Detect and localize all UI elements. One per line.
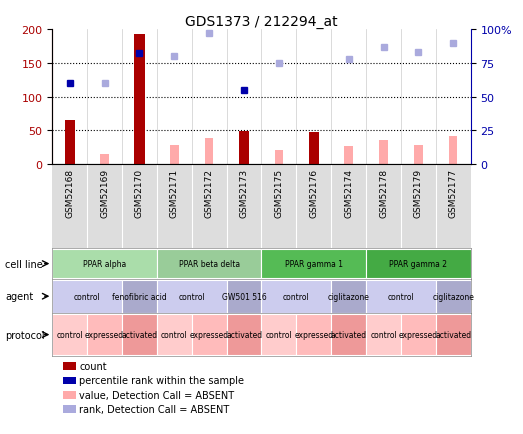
Bar: [275, 151, 283, 164]
Text: GSM52177: GSM52177: [449, 169, 458, 217]
FancyBboxPatch shape: [52, 249, 157, 279]
Text: PPAR beta delta: PPAR beta delta: [179, 260, 240, 269]
Text: control: control: [266, 330, 292, 339]
FancyBboxPatch shape: [226, 280, 262, 313]
FancyBboxPatch shape: [52, 315, 87, 355]
Text: expressed: expressed: [85, 330, 124, 339]
Text: cell line: cell line: [5, 259, 43, 269]
FancyBboxPatch shape: [366, 249, 471, 279]
Text: expressed: expressed: [399, 330, 438, 339]
FancyBboxPatch shape: [157, 280, 226, 313]
Bar: [345, 146, 353, 164]
Text: activated: activated: [121, 330, 157, 339]
Text: ciglitazone: ciglitazone: [328, 292, 370, 301]
Text: GSM52176: GSM52176: [309, 169, 319, 217]
Text: control: control: [178, 292, 205, 301]
Text: rank, Detection Call = ABSENT: rank, Detection Call = ABSENT: [79, 404, 230, 414]
Bar: [205, 139, 213, 164]
Text: GSM52168: GSM52168: [65, 169, 74, 217]
Bar: [414, 146, 423, 164]
Bar: [134, 35, 145, 164]
FancyBboxPatch shape: [262, 280, 331, 313]
Title: GDS1373 / 212294_at: GDS1373 / 212294_at: [185, 15, 338, 30]
FancyBboxPatch shape: [366, 280, 436, 313]
FancyBboxPatch shape: [122, 280, 157, 313]
Text: activated: activated: [435, 330, 471, 339]
Text: GSM52178: GSM52178: [379, 169, 388, 217]
Text: PPAR gamma 1: PPAR gamma 1: [285, 260, 343, 269]
Text: control: control: [161, 330, 188, 339]
FancyBboxPatch shape: [331, 280, 366, 313]
Text: value, Detection Call = ABSENT: value, Detection Call = ABSENT: [79, 390, 235, 400]
FancyBboxPatch shape: [262, 315, 297, 355]
Bar: [170, 146, 178, 164]
FancyBboxPatch shape: [157, 249, 262, 279]
Text: activated: activated: [331, 330, 367, 339]
Text: control: control: [370, 330, 397, 339]
Text: percentile rank within the sample: percentile rank within the sample: [79, 376, 244, 385]
FancyBboxPatch shape: [262, 249, 366, 279]
Bar: [239, 132, 249, 164]
FancyBboxPatch shape: [157, 315, 192, 355]
Text: expressed: expressed: [294, 330, 333, 339]
Bar: [64, 121, 75, 164]
FancyBboxPatch shape: [52, 280, 122, 313]
Text: ciglitazone: ciglitazone: [433, 292, 474, 301]
Text: GSM52175: GSM52175: [275, 169, 283, 217]
Bar: [100, 155, 109, 164]
FancyBboxPatch shape: [331, 315, 366, 355]
FancyBboxPatch shape: [366, 315, 401, 355]
Bar: [309, 132, 319, 164]
FancyBboxPatch shape: [297, 315, 331, 355]
Text: control: control: [388, 292, 414, 301]
FancyBboxPatch shape: [192, 315, 226, 355]
FancyBboxPatch shape: [436, 280, 471, 313]
Text: expressed: expressed: [190, 330, 229, 339]
Text: count: count: [79, 362, 107, 371]
Text: GSM52171: GSM52171: [170, 169, 179, 217]
Text: protocol: protocol: [5, 330, 45, 340]
FancyBboxPatch shape: [401, 315, 436, 355]
Bar: [449, 136, 458, 164]
Text: control: control: [283, 292, 310, 301]
Text: GSM52170: GSM52170: [135, 169, 144, 217]
Text: GW501 516: GW501 516: [222, 292, 266, 301]
Text: agent: agent: [5, 292, 33, 302]
Text: control: control: [56, 330, 83, 339]
FancyBboxPatch shape: [436, 315, 471, 355]
Text: PPAR gamma 2: PPAR gamma 2: [390, 260, 447, 269]
Text: activated: activated: [226, 330, 262, 339]
FancyBboxPatch shape: [87, 315, 122, 355]
Text: GSM52179: GSM52179: [414, 169, 423, 217]
Text: GSM52169: GSM52169: [100, 169, 109, 217]
FancyBboxPatch shape: [122, 315, 157, 355]
Bar: [379, 141, 388, 164]
FancyBboxPatch shape: [226, 315, 262, 355]
Text: PPAR alpha: PPAR alpha: [83, 260, 126, 269]
Text: fenofibric acid: fenofibric acid: [112, 292, 167, 301]
Text: GSM52172: GSM52172: [204, 169, 214, 217]
Text: GSM52174: GSM52174: [344, 169, 353, 217]
Text: GSM52173: GSM52173: [240, 169, 248, 217]
Text: control: control: [74, 292, 100, 301]
